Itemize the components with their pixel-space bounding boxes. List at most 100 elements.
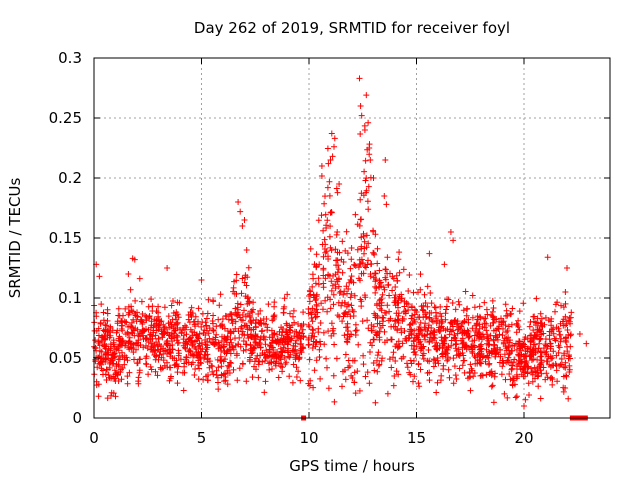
data-point bbox=[109, 351, 116, 358]
data-point bbox=[253, 355, 260, 362]
data-point bbox=[327, 157, 334, 163]
data-point bbox=[445, 296, 452, 303]
data-point bbox=[433, 389, 440, 396]
data-point bbox=[193, 352, 200, 359]
data-point bbox=[120, 312, 126, 319]
data-point bbox=[232, 325, 239, 332]
data-point bbox=[549, 376, 556, 383]
data-point bbox=[532, 333, 539, 340]
data-point bbox=[499, 357, 506, 364]
data-point bbox=[365, 119, 372, 126]
data-point bbox=[117, 369, 124, 376]
data-point bbox=[262, 336, 269, 343]
data-point bbox=[235, 341, 242, 348]
data-point bbox=[322, 249, 329, 256]
data-point bbox=[405, 288, 412, 294]
data-point bbox=[291, 319, 298, 326]
data-point bbox=[310, 338, 317, 345]
data-point bbox=[271, 312, 278, 319]
data-point bbox=[351, 262, 358, 268]
data-point bbox=[406, 369, 413, 376]
data-point bbox=[254, 352, 261, 359]
data-point bbox=[148, 296, 155, 303]
data-point bbox=[426, 339, 433, 346]
data-point bbox=[553, 335, 559, 342]
data-point bbox=[287, 310, 293, 317]
data-point bbox=[460, 307, 467, 314]
data-point bbox=[115, 343, 122, 350]
data-point bbox=[498, 371, 505, 378]
data-point bbox=[242, 272, 249, 279]
data-point bbox=[459, 335, 466, 342]
data-point bbox=[377, 324, 384, 331]
data-point bbox=[429, 337, 436, 344]
data-point bbox=[367, 273, 374, 280]
data-point bbox=[422, 300, 429, 306]
data-point bbox=[339, 269, 346, 276]
grid-lines bbox=[94, 58, 610, 418]
data-point bbox=[463, 312, 470, 319]
data-point bbox=[309, 330, 316, 337]
data-point bbox=[330, 272, 336, 279]
data-point bbox=[456, 301, 463, 308]
data-point bbox=[498, 315, 504, 322]
data-point bbox=[226, 363, 233, 370]
data-point bbox=[528, 357, 535, 364]
data-point bbox=[376, 267, 383, 274]
data-point bbox=[564, 265, 570, 271]
data-point bbox=[99, 358, 106, 365]
data-point bbox=[261, 389, 268, 396]
data-point bbox=[390, 382, 397, 389]
data-point bbox=[508, 321, 515, 328]
data-point bbox=[215, 316, 222, 323]
data-point bbox=[95, 393, 102, 400]
data-point bbox=[490, 345, 497, 352]
data-point bbox=[331, 143, 337, 150]
data-point bbox=[233, 311, 240, 318]
data-point bbox=[279, 329, 286, 336]
data-point bbox=[335, 266, 342, 273]
data-point bbox=[246, 358, 253, 365]
data-point bbox=[352, 327, 359, 334]
data-point bbox=[135, 374, 142, 381]
data-point bbox=[239, 360, 246, 367]
data-point bbox=[312, 311, 318, 317]
data-point bbox=[565, 355, 572, 362]
data-point bbox=[346, 363, 353, 369]
data-point bbox=[486, 341, 493, 348]
data-point bbox=[290, 361, 297, 368]
data-point bbox=[540, 364, 547, 371]
data-point bbox=[131, 256, 138, 263]
data-point bbox=[356, 75, 363, 82]
data-point bbox=[134, 339, 141, 346]
data-point bbox=[331, 398, 338, 405]
data-point bbox=[389, 287, 396, 294]
data-point bbox=[195, 305, 202, 312]
data-point bbox=[320, 266, 327, 273]
data-point bbox=[522, 363, 528, 370]
data-point bbox=[361, 127, 368, 133]
data-point bbox=[234, 300, 241, 307]
data-point bbox=[327, 223, 334, 230]
data-point bbox=[467, 387, 474, 394]
data-point bbox=[293, 364, 300, 371]
data-point bbox=[269, 334, 276, 341]
data-point bbox=[543, 358, 550, 365]
data-point bbox=[250, 299, 257, 306]
data-point bbox=[554, 299, 561, 306]
data-point bbox=[513, 320, 520, 327]
data-point bbox=[348, 245, 355, 251]
data-point bbox=[450, 237, 457, 244]
x-tick-label: 20 bbox=[514, 429, 533, 447]
x-axis-label: GPS time / hours bbox=[289, 457, 415, 475]
data-point bbox=[146, 314, 153, 320]
data-point bbox=[409, 312, 416, 319]
data-point bbox=[248, 350, 255, 357]
data-point bbox=[136, 369, 143, 376]
data-point bbox=[305, 306, 312, 312]
data-point bbox=[507, 350, 513, 357]
data-point bbox=[320, 253, 327, 260]
data-point bbox=[416, 324, 423, 330]
data-point bbox=[119, 349, 125, 356]
data-point bbox=[399, 315, 406, 322]
